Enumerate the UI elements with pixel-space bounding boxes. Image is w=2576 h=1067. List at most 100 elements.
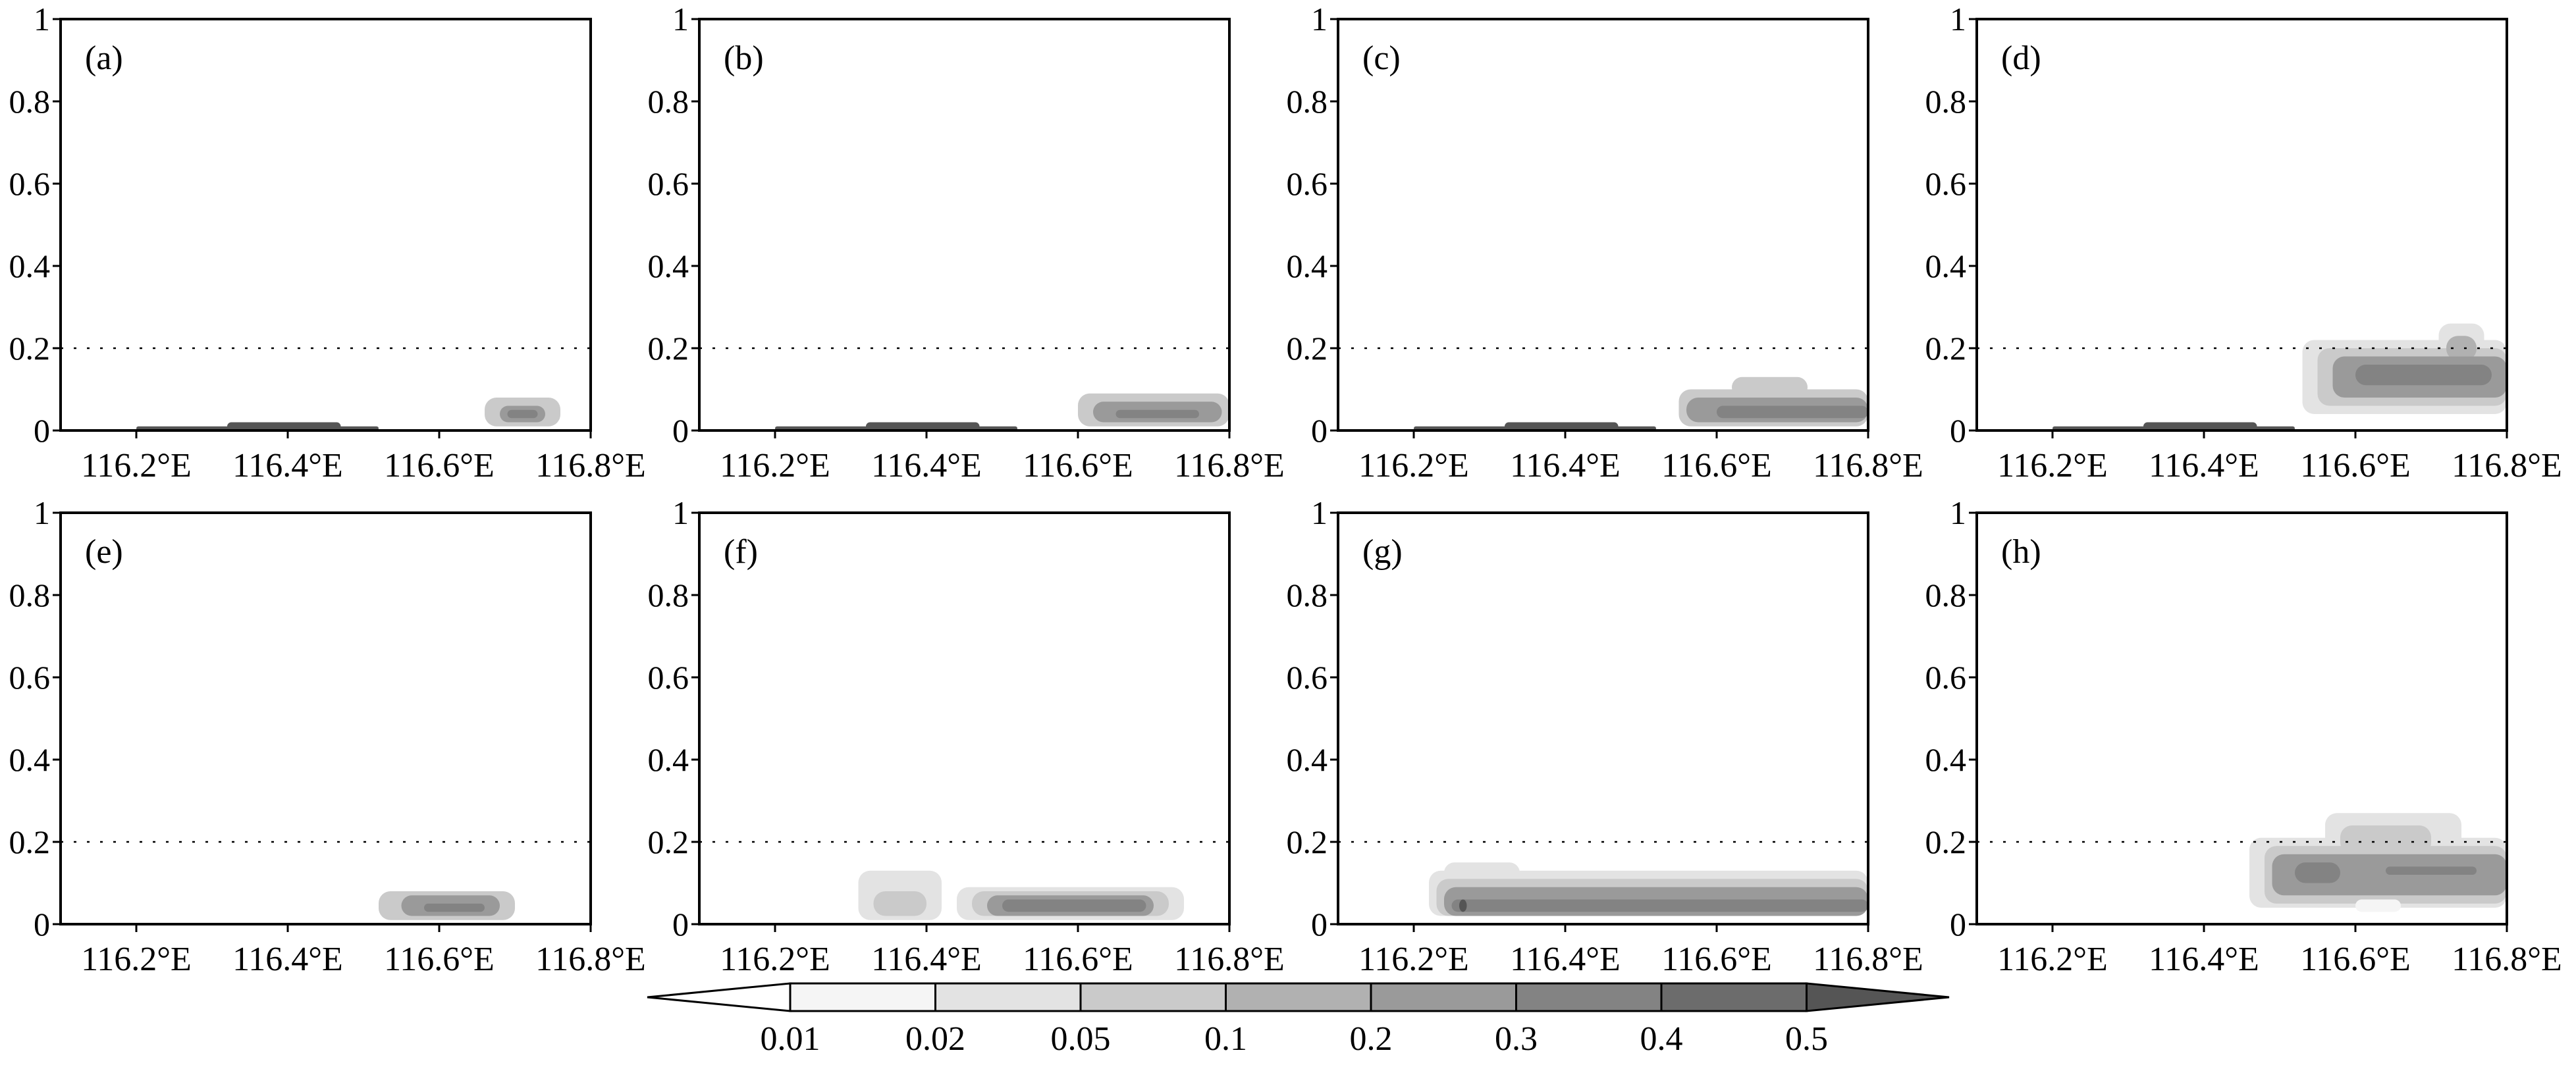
colorbar-tick-label: 0.02: [905, 1020, 965, 1058]
contour-region: [2143, 422, 2257, 430]
x-tick-label: 116.2°E: [720, 941, 830, 978]
x-tick-label: 116.8°E: [535, 447, 646, 484]
contour-region: [2355, 899, 2401, 912]
x-tick-label: 116.2°E: [720, 447, 830, 484]
filled-contours: [379, 891, 515, 920]
contour-region: [1459, 899, 1467, 912]
filled-contours: [2249, 813, 2507, 912]
y-tick-label: 0.8: [9, 577, 51, 613]
panel-label: (b): [724, 39, 764, 77]
colorbar-tick-label: 0.5: [1785, 1020, 1828, 1058]
colorbar-tick-label: 0.01: [761, 1020, 820, 1058]
x-tick-label: 116.4°E: [1510, 941, 1621, 978]
y-tick-label: 0.2: [1287, 823, 1328, 860]
plot-frame: [59, 18, 592, 432]
contour-region: [2295, 862, 2340, 883]
y-tick-label: 0.6: [1925, 659, 1967, 696]
colorbar-bin: [1225, 982, 1372, 1012]
x-tick-label: 116.2°E: [81, 447, 192, 484]
x-tick-label: 116.6°E: [1023, 941, 1133, 978]
colorbar-tick-label: 0.4: [1640, 1020, 1683, 1058]
contour-region: [866, 422, 980, 430]
x-tick-label: 116.2°E: [1997, 941, 2108, 978]
y-tick-label: 0.4: [1925, 741, 1967, 778]
contour-region: [507, 409, 538, 419]
contour-region: [227, 422, 341, 430]
x-tick-label: 116.4°E: [871, 447, 982, 484]
y-tick-label: 0: [1311, 412, 1328, 449]
colorbar-tick-label: 0.3: [1495, 1020, 1538, 1058]
y-tick-label: 0.4: [1287, 247, 1328, 284]
y-tick-label: 0.6: [9, 165, 51, 202]
y-tick-label: 0.8: [9, 83, 51, 120]
plot-frame: [1975, 511, 2508, 925]
plot-frame: [1975, 18, 2508, 432]
colorbar-extend-high: [1806, 982, 1950, 1012]
y-tick-label: 0.4: [9, 741, 51, 778]
panel-label: (a): [85, 39, 123, 77]
x-tick-label: 116.4°E: [232, 447, 343, 484]
y-tick-label: 1: [1311, 1, 1328, 38]
y-tick-label: 0.2: [9, 823, 51, 860]
contour-region: [2355, 365, 2492, 386]
y-tick-label: 0.2: [1287, 330, 1328, 367]
colorbar-bin: [789, 982, 936, 1012]
panel-d: 0 0.2 0.4 0.6 0.8 1 116.2°E 116.4°E 116.6°E 116.8…: [1925, 1, 2562, 484]
x-tick-label: 116.2°E: [1358, 447, 1469, 484]
y-tick-label: 0: [1950, 412, 1966, 449]
plot-frame: [59, 511, 592, 925]
contour-region: [873, 891, 926, 916]
filled-contours: [2053, 323, 2507, 430]
y-tick-label: 1: [1950, 494, 1966, 531]
filled-contours: [858, 870, 1184, 920]
colorbar-bin: [1515, 982, 1663, 1012]
y-tick-label: 0.2: [1925, 823, 1967, 860]
x-tick-label: 116.6°E: [384, 447, 495, 484]
y-tick-label: 0.2: [648, 330, 689, 367]
y-tick-label: 0.8: [1925, 577, 1967, 613]
y-tick-label: 0.2: [648, 823, 689, 860]
x-tick-label: 116.6°E: [384, 941, 495, 978]
colorbar-bin: [1370, 982, 1517, 1012]
panel-a: 0 0.2 0.4 0.6 0.8 1 116.2°E 116.4°E 116.6°E 116.8…: [9, 1, 646, 484]
y-tick-label: 0.6: [9, 659, 51, 696]
panel-label: (f): [724, 533, 758, 571]
x-tick-label: 116.8°E: [2452, 941, 2562, 978]
x-tick-label: 116.8°E: [1813, 447, 1923, 484]
x-tick-label: 116.8°E: [1174, 941, 1285, 978]
y-tick-label: 0.2: [9, 330, 51, 367]
y-tick-label: 0.6: [1287, 659, 1328, 696]
y-tick-label: 0.4: [648, 741, 689, 778]
contour-region: [1444, 862, 1520, 883]
filled-contours: [136, 398, 560, 430]
plot-frame: [1337, 511, 1869, 925]
x-tick-label: 116.2°E: [1358, 941, 1469, 978]
contour-region: [2340, 825, 2431, 854]
plot-frame: [698, 18, 1231, 432]
y-tick-label: 0.8: [648, 577, 689, 613]
plot-frame: [1337, 18, 1869, 432]
contour-region: [2386, 866, 2477, 875]
colorbar-bin: [1660, 982, 1808, 1012]
colorbar-tick-label: 0.2: [1350, 1020, 1393, 1058]
y-tick-label: 0.6: [1287, 165, 1328, 202]
x-tick-label: 116.6°E: [1661, 447, 1772, 484]
y-tick-label: 0.2: [1925, 330, 1967, 367]
y-tick-label: 0.8: [1287, 577, 1328, 613]
y-tick-label: 0.4: [1287, 741, 1328, 778]
x-tick-label: 116.6°E: [2300, 941, 2411, 978]
y-tick-label: 0.6: [1925, 165, 1967, 202]
x-tick-label: 116.6°E: [1661, 941, 1772, 978]
y-tick-label: 0.8: [1287, 83, 1328, 120]
panel-label: (e): [85, 533, 123, 571]
colorbar-tick-label: 0.1: [1204, 1020, 1247, 1058]
filled-contours: [1429, 862, 1868, 916]
x-tick-label: 116.6°E: [2300, 447, 2411, 484]
panel-c: 0 0.2 0.4 0.6 0.8 1 116.2°E 116.4°E 116.6°E 116.8…: [1287, 1, 1923, 484]
y-tick-label: 0.4: [1925, 247, 1967, 284]
y-tick-label: 0: [1311, 906, 1328, 943]
x-tick-label: 116.4°E: [232, 941, 343, 978]
x-tick-label: 116.4°E: [2149, 941, 2259, 978]
colorbar: 0.01 0.02 0.05 0.1 0.2 0.3 0.4 0.5: [647, 982, 1950, 1058]
